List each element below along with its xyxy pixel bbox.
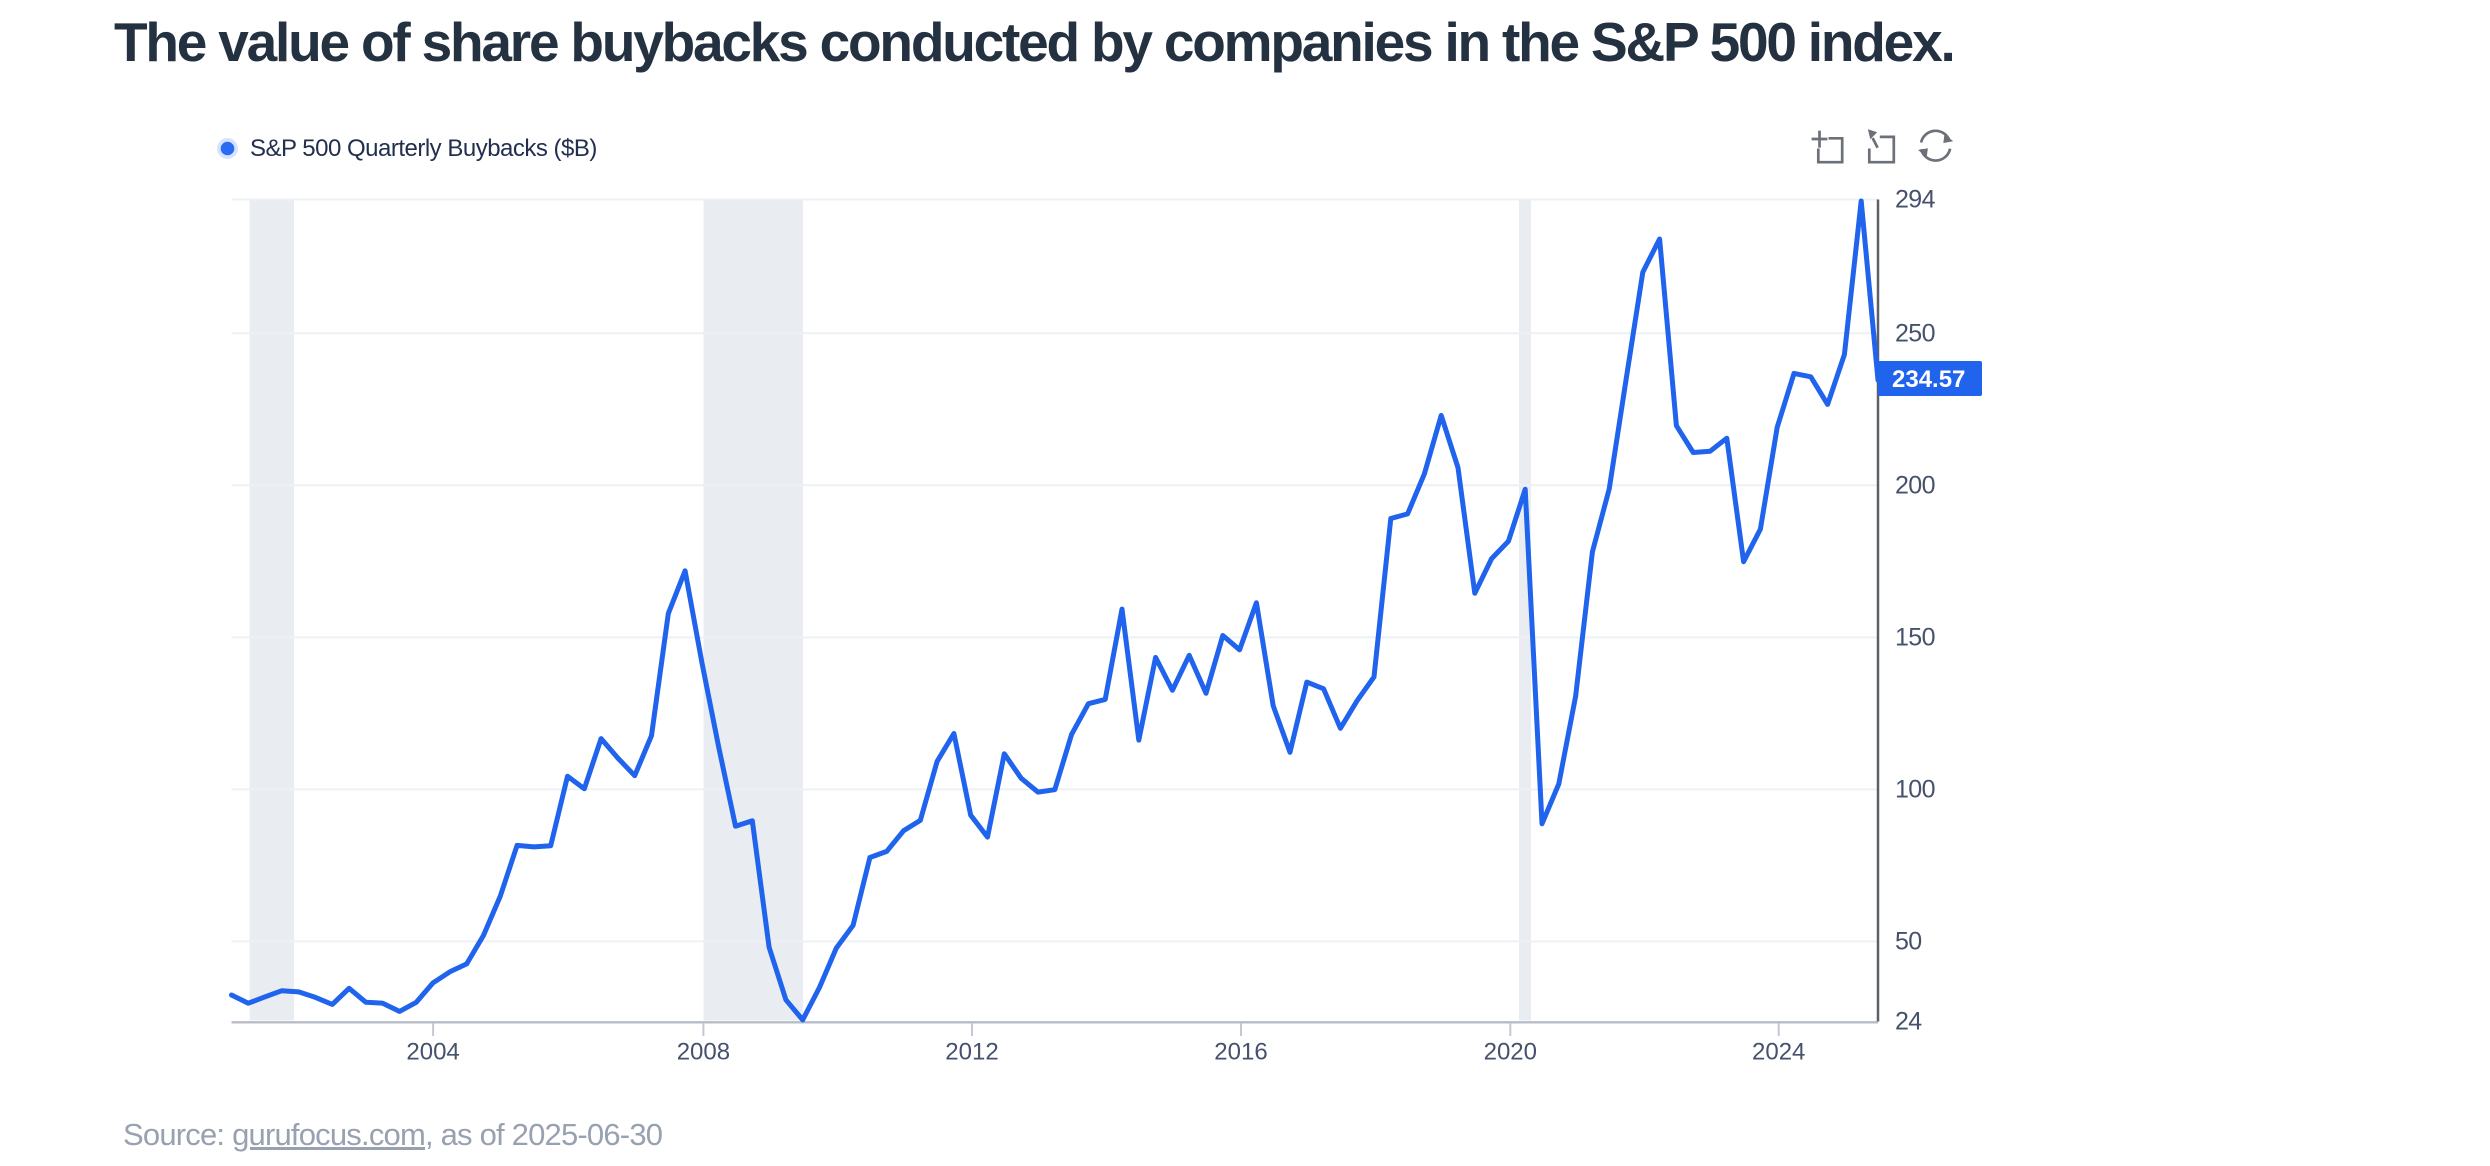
- svg-text:250: 250: [1895, 319, 1935, 347]
- svg-text:200: 200: [1895, 471, 1935, 499]
- svg-text:2012: 2012: [945, 1039, 998, 1066]
- svg-text:2020: 2020: [1484, 1039, 1537, 1066]
- svg-text:2008: 2008: [677, 1039, 730, 1066]
- svg-text:2024: 2024: [1752, 1039, 1805, 1066]
- svg-text:294: 294: [1895, 186, 1936, 214]
- svg-text:234.57: 234.57: [1892, 366, 1965, 393]
- svg-text:24: 24: [1895, 1008, 1922, 1036]
- svg-text:100: 100: [1895, 775, 1935, 803]
- svg-text:2016: 2016: [1214, 1039, 1267, 1066]
- svg-text:50: 50: [1895, 927, 1922, 955]
- svg-text:2004: 2004: [406, 1039, 459, 1066]
- svg-text:150: 150: [1895, 623, 1935, 651]
